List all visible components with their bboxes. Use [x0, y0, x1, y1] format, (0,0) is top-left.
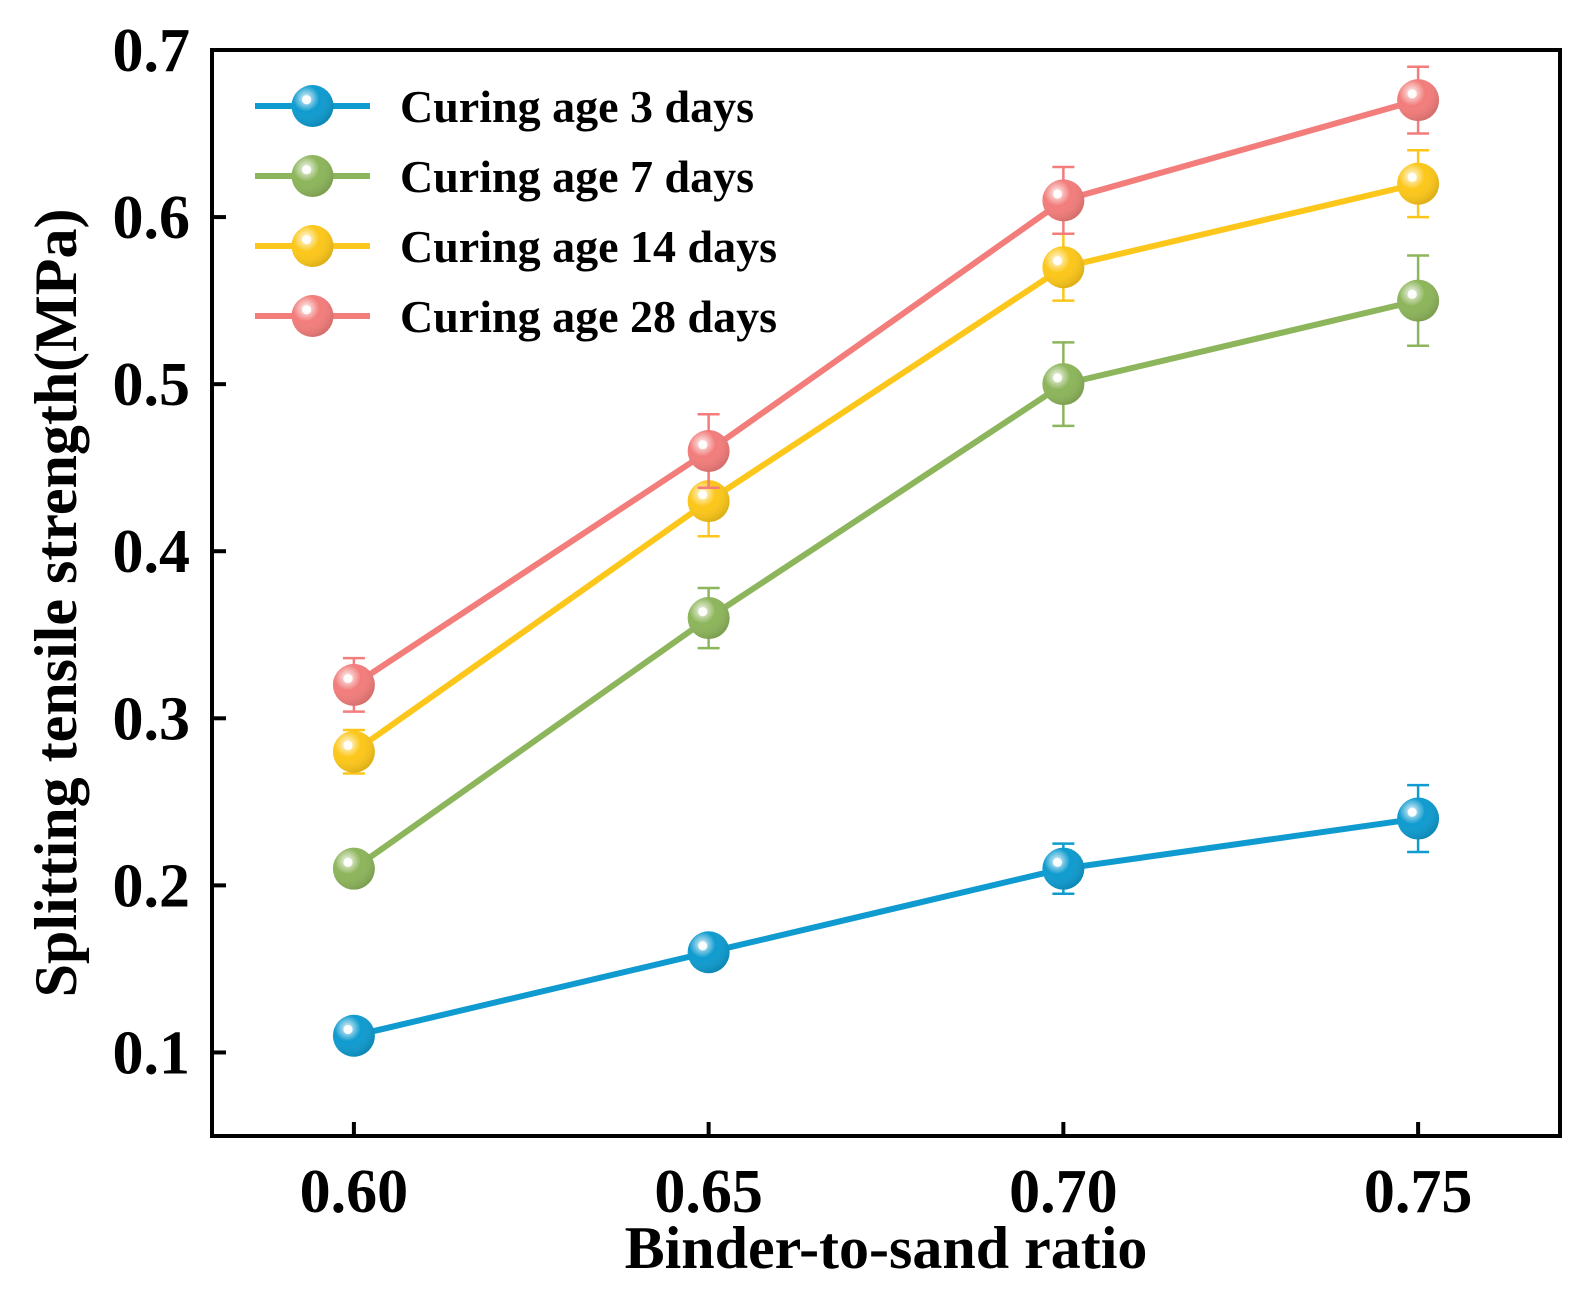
data-point [1397, 279, 1440, 322]
legend-item-3: Curing age 14 days [255, 221, 777, 272]
legend: Curing age 3 days Curing age 7 days Curing… [255, 81, 777, 342]
legend-label: Curing age 7 days [400, 151, 754, 202]
x-tick-label: 0.65 [654, 1158, 763, 1226]
series-1 [332, 783, 1440, 1057]
x-tick-label: 0.70 [1009, 1158, 1118, 1226]
legend-label: Curing age 28 days [400, 291, 777, 342]
data-point [687, 597, 730, 640]
data-point [332, 663, 375, 706]
legend-swatch-marker [291, 155, 334, 197]
legend-item-4: Curing age 28 days [255, 291, 777, 342]
series-line [353, 815, 1419, 1039]
legend-swatch-marker [291, 295, 334, 337]
data-point [1042, 179, 1085, 222]
y-tick-label: 0.6 [113, 184, 191, 252]
y-tick-label: 0.2 [113, 852, 191, 920]
series-4 [332, 65, 1440, 713]
data-point [687, 480, 730, 523]
x-tick-label: 0.60 [300, 1158, 409, 1226]
legend-item-2: Curing age 7 days [255, 151, 754, 202]
data-point [1397, 79, 1440, 122]
series-line [352, 297, 1419, 872]
data-point [332, 730, 375, 773]
axes: 0.1 0.2 0.3 0.4 0.5 0.6 0.7 0.60 0.65 0.70 0.75 [113, 17, 1562, 1226]
data-point [1397, 162, 1440, 205]
y-tick-label: 0.7 [113, 17, 191, 85]
y-tick-label: 0.5 [113, 351, 191, 419]
data-point [1042, 847, 1085, 890]
y-tick-label: 0.1 [113, 1019, 191, 1087]
y-axis-title: Splitting tensile strength(MPa) [23, 209, 89, 998]
series-2 [332, 254, 1440, 890]
data-point [332, 1014, 375, 1057]
data-point [1042, 363, 1085, 406]
data-point [687, 429, 730, 472]
y-tick-label: 0.4 [113, 518, 191, 586]
series-line [352, 97, 1419, 688]
legend-item-1: Curing age 3 days [255, 81, 754, 132]
x-tick-label: 0.75 [1364, 1158, 1473, 1226]
axis-frame [210, 48, 1562, 1138]
data-point [687, 931, 730, 974]
legend-swatch-marker [291, 85, 334, 127]
legend-swatch-marker [291, 225, 334, 267]
series-line [352, 180, 1419, 755]
data-point [332, 847, 375, 890]
plot-area [332, 65, 1440, 1057]
data-point [1397, 797, 1440, 840]
legend-label: Curing age 3 days [400, 81, 754, 132]
y-tick-label: 0.3 [113, 685, 191, 753]
series-3 [332, 148, 1440, 775]
x-axis-title: Binder-to-sand ratio [625, 1215, 1148, 1281]
data-point [1042, 246, 1085, 289]
legend-label: Curing age 14 days [400, 221, 777, 272]
